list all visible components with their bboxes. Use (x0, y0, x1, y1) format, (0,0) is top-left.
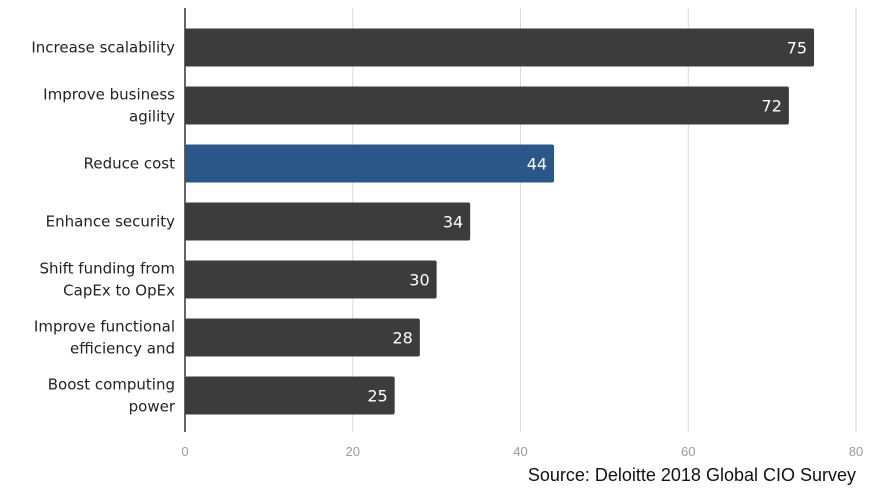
category-label-1: Improve business agility (43, 86, 175, 126)
category-label-line: Shift funding from (39, 260, 175, 278)
bar-1 (185, 86, 789, 125)
category-label-3: Enhance security (46, 213, 175, 231)
category-label-4: Shift funding from CapEx to OpEx (39, 260, 175, 300)
bar-0 (185, 28, 815, 67)
category-label-2: Reduce cost (84, 155, 175, 173)
category-label-0: Increase scalability (31, 39, 175, 57)
category-label-line: Reduce cost (84, 155, 175, 173)
category-label-line: efficiency and (70, 340, 175, 358)
category-label-line: agility (129, 108, 175, 126)
bar-5 (185, 318, 420, 357)
bar-chart: 0 20 40 60 80 75 Increase scalability 72 Improve… (31, 8, 863, 459)
x-tick-label: 80 (849, 444, 863, 459)
data-label-4: 30 (409, 271, 429, 290)
data-label-3: 34 (443, 213, 463, 232)
x-tick-label: 20 (346, 444, 360, 459)
source-note: Source: Deloitte 2018 Global CIO Survey (527, 465, 856, 485)
category-label-line: CapEx to OpEx (63, 282, 175, 300)
category-label-line: Improve business (43, 86, 175, 104)
category-label-line: power (129, 398, 176, 416)
category-label-line: Improve functional (34, 318, 175, 336)
bar-3 (185, 202, 471, 241)
data-label-2: 44 (527, 155, 547, 174)
bar-6 (185, 376, 395, 415)
category-label-line: Enhance security (46, 213, 175, 231)
data-label-6: 25 (367, 387, 387, 406)
x-tick-label: 0 (181, 444, 188, 459)
x-tick-label: 60 (681, 444, 695, 459)
category-label-line: Boost computing (48, 376, 175, 394)
data-label-5: 28 (392, 329, 412, 348)
category-label-6: Boost computing power (48, 376, 176, 416)
bar-2 (185, 144, 555, 183)
x-tick-label: 40 (513, 444, 527, 459)
data-label-0: 75 (787, 39, 807, 58)
category-label-line: Increase scalability (31, 39, 175, 57)
category-label-5: Improve functional efficiency and (34, 318, 175, 358)
bar-4 (185, 260, 437, 299)
data-label-1: 72 (762, 97, 782, 116)
